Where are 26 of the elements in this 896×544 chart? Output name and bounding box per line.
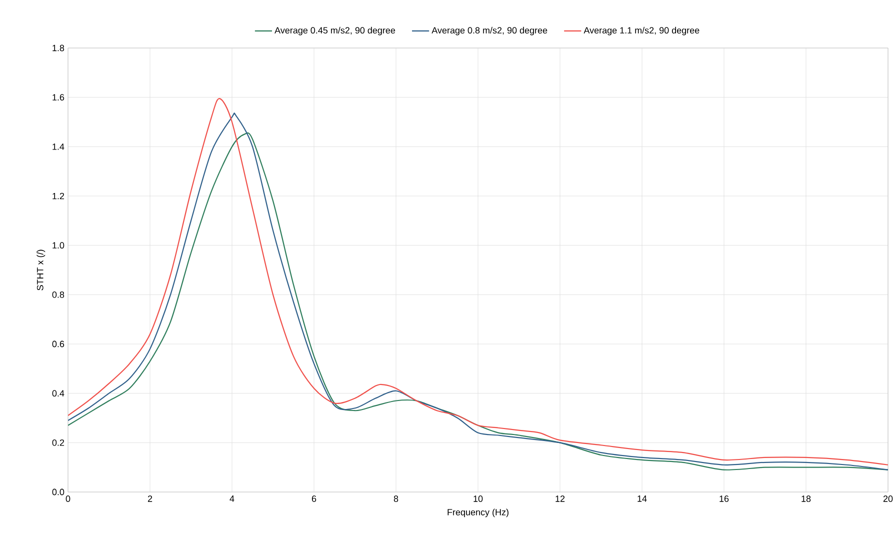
- x-axis-title: Frequency (Hz): [448, 508, 508, 518]
- x-tick-label: 10: [474, 496, 483, 502]
- legend-label: Average 1.1 m/s2, 90 degree: [584, 26, 700, 36]
- legend-label: Average 0.45 m/s2, 90 degree: [274, 26, 396, 36]
- legend-label: Average 0.8 m/s2, 90 degree: [432, 26, 548, 36]
- y-tick-label: 0.6: [52, 340, 64, 348]
- y-tick-label: 0.2: [52, 439, 64, 446]
- y-tick-label: 0.4: [52, 390, 64, 397]
- x-tick-label: 2: [148, 496, 152, 502]
- y-tick-label: 1.0: [52, 242, 64, 249]
- x-tick-label: 14: [638, 496, 647, 502]
- x-tick-label: 0: [66, 496, 70, 502]
- y-tick-label: 0.0: [52, 488, 64, 496]
- x-tick-label: 6: [312, 496, 316, 502]
- x-tick-label: 4: [230, 496, 234, 502]
- x-tick-label: 8: [394, 496, 398, 502]
- y-tick-label: 1.4: [52, 144, 64, 150]
- y-tick-label: 1.6: [52, 94, 64, 101]
- y-tick-label: 0.8: [52, 291, 64, 298]
- x-tick-label: 16: [720, 496, 729, 502]
- x-tick-label: 18: [802, 496, 811, 502]
- y-tick-label: 1.8: [52, 44, 64, 52]
- y-axis-title: STHT x (/): [36, 250, 46, 290]
- x-tick-label: 12: [556, 496, 565, 502]
- x-tick-label: 20: [883, 496, 893, 502]
- y-tick-label: 1.2: [52, 192, 64, 200]
